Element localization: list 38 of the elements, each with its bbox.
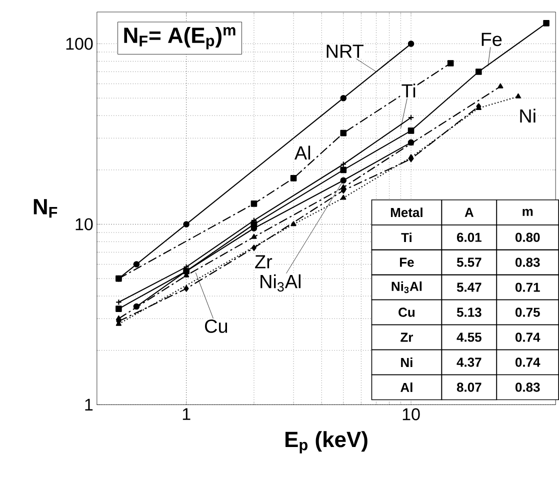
annotation: 4.37: [456, 358, 482, 368]
text: Cu: [205, 320, 228, 334]
annotation: Metal: [390, 208, 422, 218]
annotation: m: [522, 209, 533, 216]
x-axis-title: E$_{p}$ (keV): [286, 431, 368, 454]
annotation: 5.13: [456, 308, 482, 318]
annotation: Ni$_{3}$Al: [392, 282, 422, 294]
annotation: Al: [400, 382, 412, 392]
annotation: 5.57: [456, 258, 482, 268]
annotation: Ti: [401, 232, 412, 242]
annotation: Fe: [400, 258, 414, 268]
annotation: 0.80: [516, 232, 540, 242]
annotation: 0.74: [516, 332, 540, 342]
annotation: N$_{F}$= A(E$_{p}$)$^{m}$: [124, 27, 236, 50]
y-axis-title: N$_{F}$: [34, 199, 58, 218]
series-label: Fe: [482, 33, 502, 46]
y-tick-label: 10: [76, 218, 93, 230]
series-label: Zr: [255, 255, 272, 268]
series-label: Ni: [520, 108, 536, 123]
annotation: 0.75: [516, 308, 540, 318]
series-label: NRT: [326, 44, 364, 58]
y-tick-label: 100: [66, 38, 93, 50]
series-label: Ti: [402, 84, 416, 98]
annotation: 0.83: [516, 382, 540, 392]
annotation: 5.47: [456, 282, 482, 292]
annotation: 4.55: [456, 332, 482, 342]
annotation: 0.71: [516, 282, 540, 292]
series-label: Al: [294, 146, 310, 160]
annotation: A: [464, 208, 474, 217]
annotation: Zr: [400, 332, 414, 342]
text: Ni$_{3}$Al: [260, 274, 300, 292]
annotation: 8.07: [456, 382, 482, 392]
annotation: 0.83: [516, 258, 540, 268]
annotation: Ni: [401, 358, 412, 368]
y-tick-label: 1: [85, 399, 93, 411]
annotation: 6.01: [456, 232, 482, 242]
annotation: 0.74: [516, 358, 540, 368]
annotation: Cu: [398, 308, 415, 318]
